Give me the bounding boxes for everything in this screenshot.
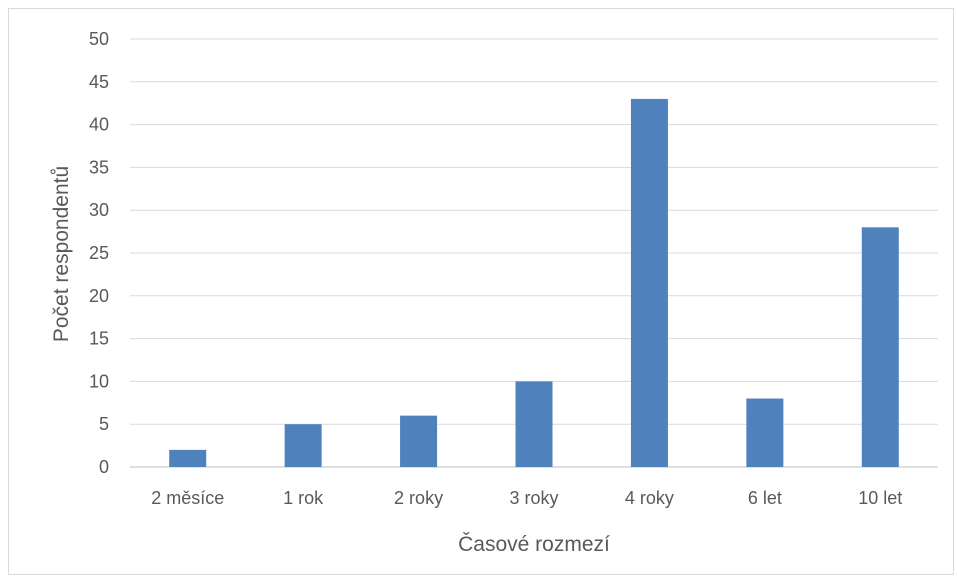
y-tick-label: 10 — [89, 371, 109, 391]
x-tick-label: 2 roky — [394, 488, 443, 508]
y-tick-label: 50 — [89, 29, 109, 49]
y-tick-label: 0 — [99, 457, 109, 477]
y-tick-label: 5 — [99, 414, 109, 434]
x-tick-label: 1 rok — [283, 488, 324, 508]
y-tick-label: 40 — [89, 115, 109, 135]
y-tick-label: 15 — [89, 329, 109, 349]
x-tick-label: 2 měsíce — [151, 488, 224, 508]
x-tick-label: 4 roky — [625, 488, 674, 508]
y-tick-label: 30 — [89, 200, 109, 220]
y-tick-label: 25 — [89, 243, 109, 263]
y-tick-labels: 0 5 10 15 20 25 30 35 40 45 50 — [89, 29, 109, 477]
chart-frame — [8, 8, 954, 575]
bar — [400, 415, 438, 467]
x-tick-label: 6 let — [748, 488, 782, 508]
x-tick-labels: 2 měsíce 1 rok 2 roky 3 roky 4 roky 6 let 10 l… — [151, 488, 902, 508]
x-tick-label: 3 roky — [509, 488, 558, 508]
bar — [746, 398, 784, 467]
bars — [169, 98, 899, 468]
bar — [284, 424, 322, 467]
x-tick-label: 10 let — [858, 488, 902, 508]
bar — [630, 98, 668, 468]
bar — [515, 381, 553, 467]
y-axis-title: Počet respondentů — [50, 166, 73, 342]
gridlines — [130, 38, 938, 468]
y-tick-label: 20 — [89, 286, 109, 306]
y-tick-label: 45 — [89, 72, 109, 92]
x-axis-title: Časové rozmezí — [458, 533, 610, 556]
bar — [169, 449, 207, 467]
y-tick-label: 35 — [89, 157, 109, 177]
bar — [861, 227, 899, 467]
